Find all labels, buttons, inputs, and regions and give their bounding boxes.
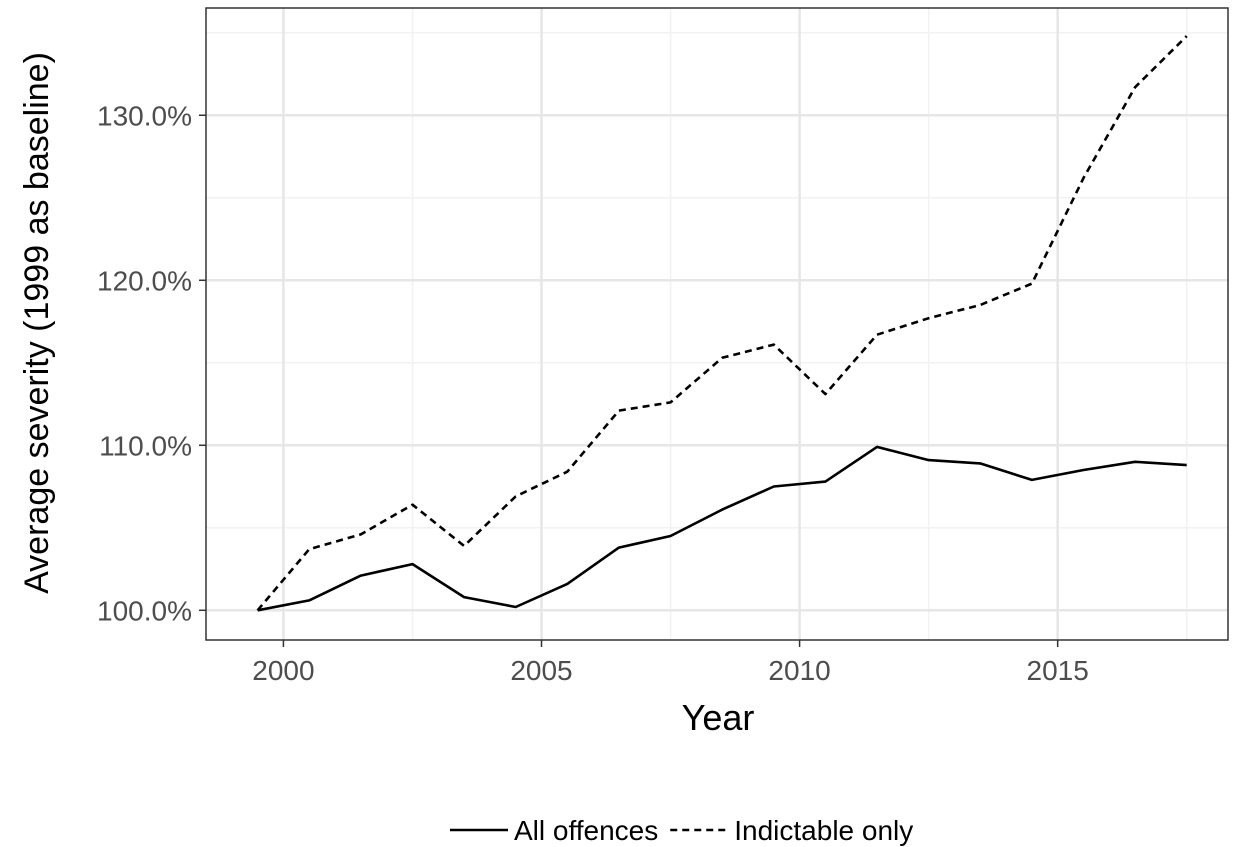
legend-label-all-offences: All offences xyxy=(514,815,658,846)
y-tick-label: 110.0% xyxy=(99,430,192,461)
y-tick-label: 130.0% xyxy=(97,100,192,131)
axis-ticks: 2000 2005 2010 2015 100.0% 110.0% 120.0% 130.0% xyxy=(97,100,1089,686)
grid-lines xyxy=(206,8,1228,640)
series-line-indictable-only xyxy=(256,35,1188,612)
y-tick-label: 120.0% xyxy=(97,265,192,296)
x-tick-label: 2010 xyxy=(768,655,830,686)
x-tick-label: 2015 xyxy=(1027,655,1089,686)
series-lines xyxy=(256,35,1188,612)
y-tick-label: 100.0% xyxy=(97,595,192,626)
x-tick-label: 2005 xyxy=(510,655,572,686)
x-tick-label: 2000 xyxy=(252,655,314,686)
x-axis-title: Year xyxy=(682,697,755,738)
plot-panel-border xyxy=(205,7,1229,641)
series-line-all-offences xyxy=(257,445,1187,612)
legend-label-indictable-only: Indictable only xyxy=(734,815,913,846)
legend: All offences Indictable only xyxy=(450,815,913,846)
y-axis-title: Average severity (1999 as baseline) xyxy=(18,52,56,594)
